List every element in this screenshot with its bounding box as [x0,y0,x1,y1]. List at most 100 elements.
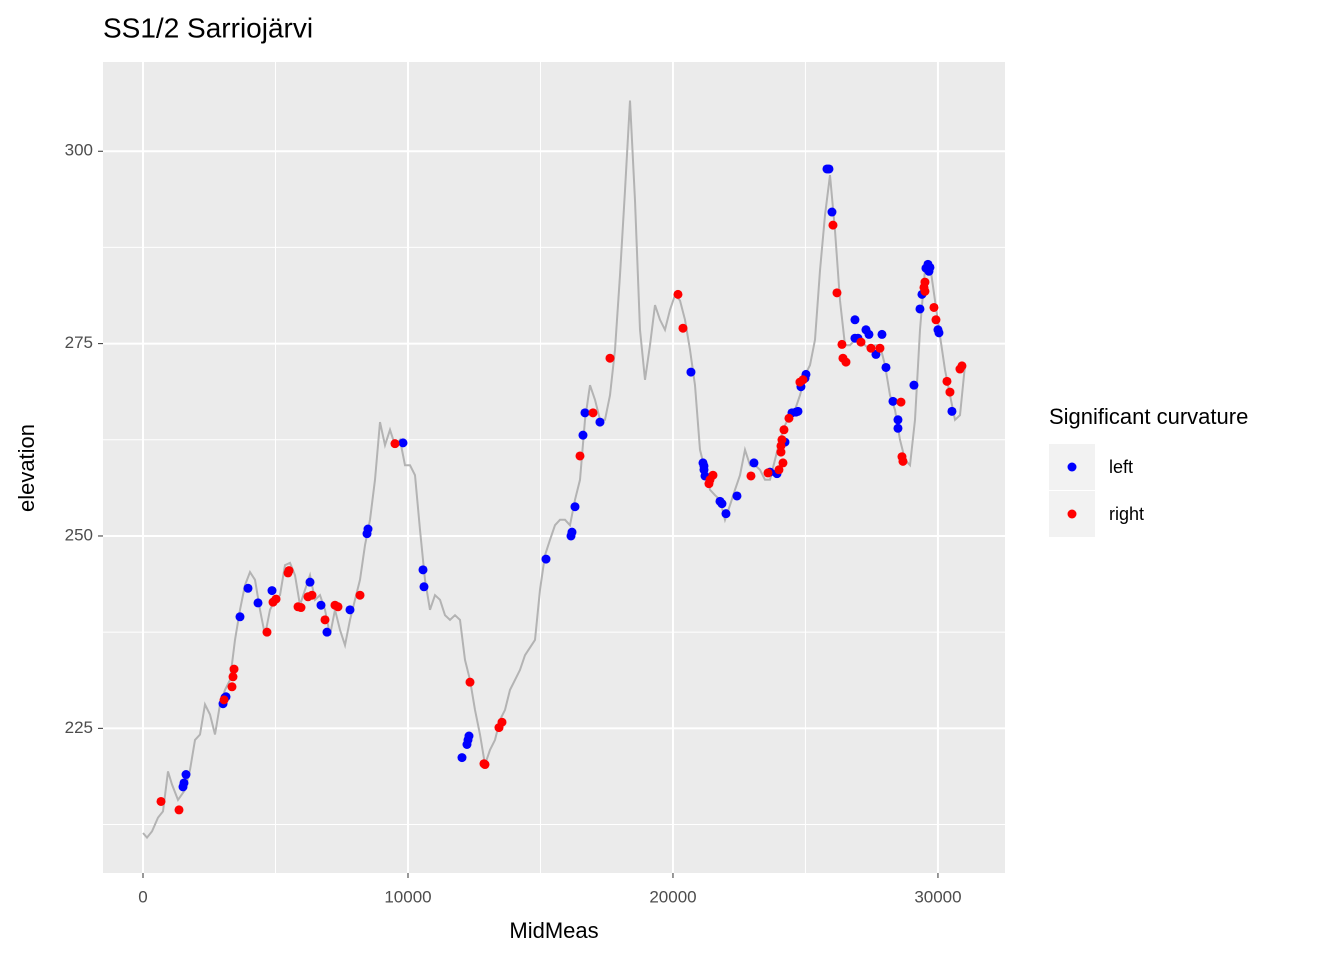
legend-marker [1067,509,1077,519]
point [832,288,842,298]
point [333,602,343,612]
point [777,435,787,445]
point [732,491,742,501]
point [877,329,887,339]
point [931,315,941,325]
y-tick-label: 225 [65,718,93,737]
point [227,682,237,692]
point [925,262,935,272]
point [307,590,317,600]
point [841,357,851,367]
grid [103,62,1005,873]
point [673,289,683,299]
point [774,465,784,475]
point [947,406,957,416]
point [580,408,590,418]
x-tick-label: 10000 [384,887,431,906]
point [570,502,580,512]
chart-title: SS1/2 Sarriojärvi [103,12,313,43]
point [418,565,428,575]
point [345,605,355,615]
y-tick-label: 300 [65,141,93,160]
point [945,387,955,397]
point [305,577,315,587]
legend-label: left [1109,457,1133,477]
legend-marker [1067,462,1077,472]
point [355,590,365,600]
point [262,627,272,637]
point [763,468,773,478]
point [464,731,474,741]
point [686,367,696,377]
point [896,397,906,407]
point [174,805,184,815]
point [235,612,245,622]
point [457,753,467,763]
point [497,717,507,727]
point [179,778,189,788]
point [881,362,891,372]
point [942,376,952,386]
legend-title: Significant curvature [1049,404,1248,429]
point [605,353,615,363]
point [929,302,939,312]
point [243,583,253,593]
point [784,413,794,423]
point [828,220,838,230]
point [228,672,238,682]
point [798,375,808,385]
point [919,282,929,292]
point [793,406,803,416]
point [575,451,585,461]
panel [103,62,1005,873]
point [156,796,166,806]
point [390,439,400,449]
point [398,438,408,448]
point [717,499,727,509]
point [271,594,281,604]
point [219,695,229,705]
point [856,337,866,347]
point [864,329,874,339]
point [480,760,490,770]
point [465,677,475,687]
point [875,343,885,353]
legend-label: right [1109,504,1144,524]
point [588,408,598,418]
x-tick-label: 30000 [914,887,961,906]
point [322,627,332,637]
x-tick-label: 0 [138,887,147,906]
point [746,471,756,481]
point [253,598,263,608]
point [776,447,786,457]
elevation-line [142,100,966,840]
point [934,328,944,338]
point [893,423,903,433]
point [909,380,919,390]
point [267,586,277,596]
point [284,566,294,576]
x-axis-title: MidMeas [509,918,598,943]
point [708,470,718,480]
point [898,456,908,466]
point [866,343,876,353]
point [824,164,834,174]
point [888,396,898,406]
x-tick-label: 20000 [649,887,696,906]
y-tick-label: 275 [65,333,93,352]
point [229,664,239,674]
point [678,323,688,333]
y-tick-label: 250 [65,525,93,544]
y-axis-title: elevation [14,424,39,512]
point [837,339,847,349]
point [721,509,731,519]
point [419,582,429,592]
point [363,524,373,534]
point [779,425,789,435]
point [915,304,925,314]
point [749,458,759,468]
point [850,315,860,325]
point [567,527,577,537]
point [316,600,326,610]
